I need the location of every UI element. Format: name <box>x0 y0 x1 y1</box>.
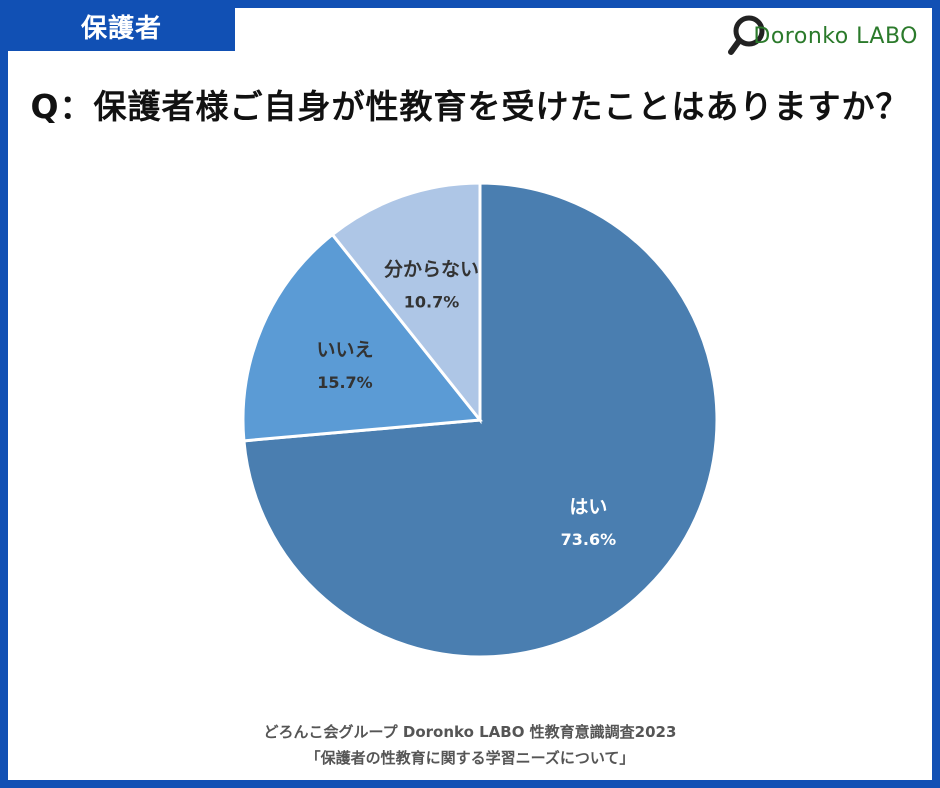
doronko-labo-logo: Doronko LABO <box>727 14 918 58</box>
slice-value-label: 10.7% <box>404 292 460 311</box>
magnifier-icon <box>728 15 765 55</box>
source-line-2: 「保護者の性教育に関する学習ニーズについて」 <box>305 749 635 767</box>
slice-no <box>241 232 483 443</box>
slice-value-label: 15.7% <box>317 373 373 392</box>
slice-value-label: 73.6% <box>561 530 617 549</box>
slice-unknown <box>330 181 482 425</box>
card-frame: 保護者 Doronko LABO Q：保護者様ご自身が性教育を受けたことはありま… <box>8 8 932 780</box>
logo-text: Doronko LABO <box>753 23 918 49</box>
question-title: Q：保護者様ご自身が性教育を受けたことはありますか？ <box>30 87 910 126</box>
pie-chart: はい 73.6% いいえ 15.7% 分からない 10.7% <box>241 181 719 659</box>
slice-label: 分からない <box>384 258 479 280</box>
audience-tag: 保護者 <box>8 8 235 51</box>
slice-label: いいえ <box>316 339 373 361</box>
source-line-1: どろんこ会グループ Doronko LABO 性教育意識調査2023 <box>263 723 677 741</box>
slice-label: はい <box>569 496 607 518</box>
